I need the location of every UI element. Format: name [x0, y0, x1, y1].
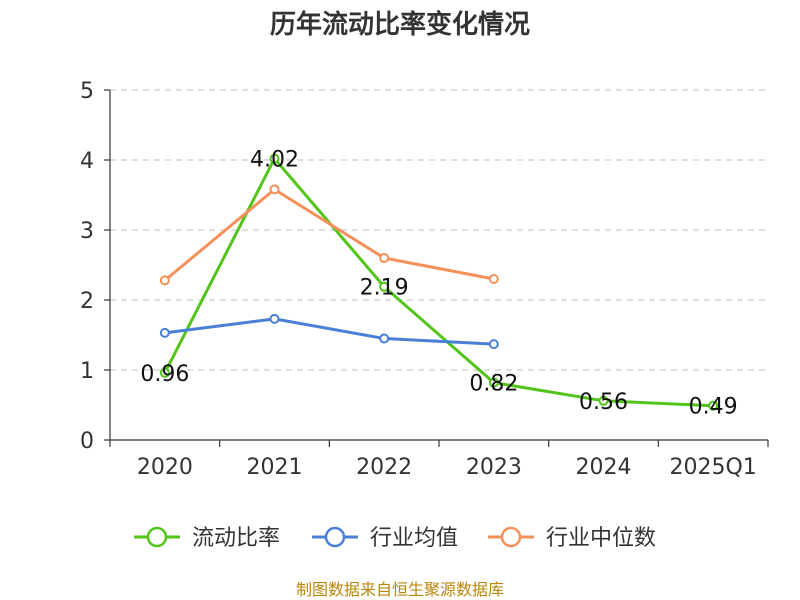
legend-label: 行业中位数 — [546, 526, 656, 551]
series-3 — [159, 184, 499, 286]
data-point[interactable] — [598, 395, 609, 406]
data-label: 0.96 — [140, 362, 189, 387]
data-label: 0.56 — [579, 390, 628, 415]
data-point[interactable] — [159, 367, 170, 378]
legend-marker — [324, 526, 346, 548]
data-point[interactable] — [269, 184, 280, 195]
data-point[interactable] — [269, 153, 280, 164]
x-tick-label: 2020 — [137, 455, 193, 480]
data-point[interactable] — [159, 327, 170, 338]
data-label: 4.02 — [250, 148, 299, 173]
x-tick-label: 2025Q1 — [670, 455, 757, 480]
y-tick-label: 4 — [80, 149, 94, 174]
data-label: 0.49 — [689, 395, 738, 420]
x-tick-label: 2023 — [466, 455, 522, 480]
data-point[interactable] — [379, 253, 390, 263]
data-label: 0.82 — [469, 372, 518, 397]
legend-marker — [146, 526, 168, 548]
y-tick-label: 0 — [80, 429, 94, 454]
data-point[interactable] — [159, 275, 170, 286]
y-tick-label: 1 — [80, 359, 94, 384]
series-1 — [159, 153, 719, 411]
series-line — [163, 157, 714, 408]
series-line — [163, 187, 495, 282]
data-point[interactable] — [488, 377, 499, 388]
series-2 — [159, 313, 499, 350]
legend-item-3[interactable]: 行业中位数 — [488, 526, 656, 551]
legend-item-1[interactable]: 流动比率 — [134, 526, 280, 551]
chart-title: 历年流动比率变化情况 — [270, 9, 530, 40]
x-tick-label: 2024 — [576, 455, 632, 480]
y-tick-label: 3 — [80, 219, 94, 244]
axes: 0 1 2 3 4 5 2020 2021 2022 2023 2024 2025Q1 — [80, 79, 769, 480]
data-label: 2.19 — [360, 276, 409, 301]
data-point[interactable] — [269, 313, 280, 324]
y-tick-label: 5 — [80, 79, 94, 104]
source-note: 制图数据来自恒生聚源数据库 — [296, 580, 504, 599]
series-line — [164, 317, 494, 346]
data-labels: 0.96 4.02 2.19 0.82 0.56 0.49 — [140, 148, 737, 420]
x-tick-label: 2021 — [247, 455, 303, 480]
y-tick-label: 2 — [80, 289, 94, 314]
legend-item-2[interactable]: 行业均值 — [312, 526, 458, 551]
legend-label: 行业均值 — [370, 526, 458, 551]
x-tick-label: 2022 — [356, 455, 412, 480]
legend[interactable]: 流动比率 行业均值 行业中位数 — [134, 526, 656, 551]
data-point[interactable] — [379, 333, 390, 344]
legend-label: 流动比率 — [192, 526, 280, 551]
data-point[interactable] — [379, 281, 390, 292]
data-point[interactable] — [488, 339, 499, 350]
data-point[interactable] — [488, 274, 499, 284]
data-point[interactable] — [708, 400, 719, 411]
series-group — [159, 153, 719, 411]
legend-marker — [500, 526, 522, 548]
